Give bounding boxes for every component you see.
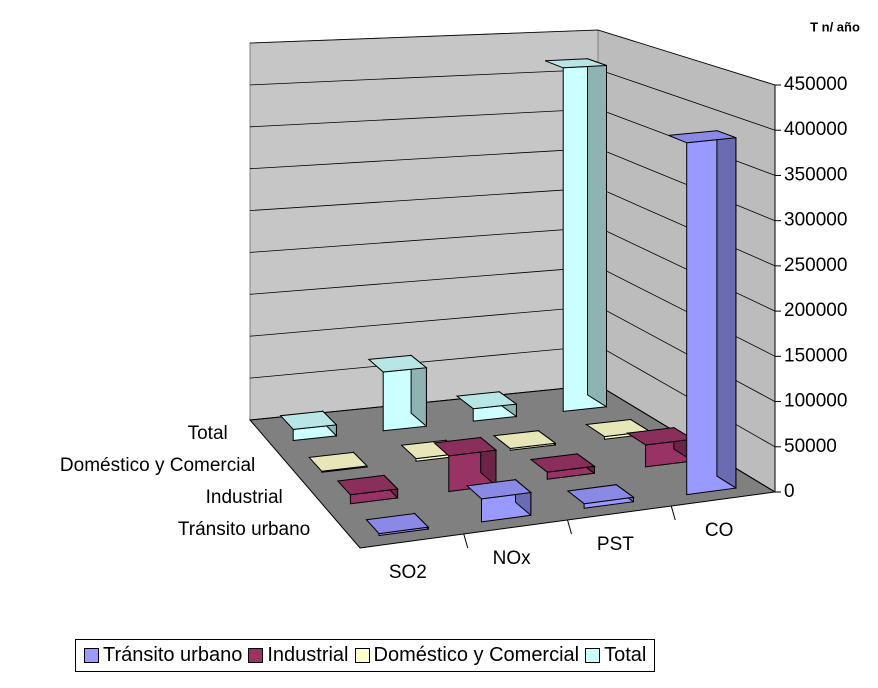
bar-top (367, 354, 428, 373)
legend-swatch (84, 648, 99, 663)
bar-top (308, 451, 369, 472)
floor-tick (463, 533, 469, 549)
bar-top (566, 484, 635, 505)
y-tick-label: 350000 (784, 164, 847, 185)
bar (668, 129, 737, 496)
legend-item: Doméstico y Comercial (354, 644, 580, 667)
legend-item: Tránsito urbano (84, 644, 242, 667)
bar (455, 390, 518, 422)
legend-swatch (354, 648, 370, 663)
bar-top (492, 430, 557, 450)
y-tick-label: 250000 (784, 255, 847, 276)
bar-top (544, 58, 607, 69)
bar-top (625, 427, 695, 446)
x-tick-label: SO2 (389, 562, 427, 583)
legend-label: Industrial (267, 644, 349, 666)
bar-side (716, 129, 737, 490)
y-tick-label: 150000 (784, 345, 847, 366)
bar-side (587, 58, 607, 408)
legend-item: Total (585, 644, 646, 667)
y-tick-label: 50000 (784, 436, 837, 457)
bar (625, 426, 695, 468)
bar-top (529, 453, 596, 473)
bar (367, 354, 428, 432)
bar-top (336, 474, 399, 496)
y-tick-label: 300000 (784, 210, 847, 231)
bar (465, 478, 532, 523)
depth-label: Tránsito urbano (178, 519, 310, 540)
y-tick-label: 450000 (784, 74, 847, 95)
bar (529, 452, 596, 480)
bar (279, 410, 338, 442)
bar (566, 483, 635, 509)
y-tick-label: 400000 (784, 119, 847, 140)
grid-line (249, 29, 776, 86)
y-tick-label: 0 (784, 481, 795, 502)
bar (336, 474, 399, 505)
x-tick-label: PST (597, 534, 634, 555)
y-tick-label: 200000 (784, 300, 847, 321)
y-tick-label: 100000 (784, 391, 847, 412)
bar-top (465, 479, 532, 500)
bar (365, 512, 430, 537)
floor-tick (670, 505, 676, 521)
floor-tick (567, 519, 572, 535)
legend-swatch (248, 648, 264, 663)
bar-top (668, 130, 737, 144)
axis-title: T n/ año (810, 19, 860, 34)
bar-top (365, 512, 430, 535)
depth-label: Industrial (206, 487, 283, 508)
bar-top (455, 391, 518, 410)
bar (308, 451, 369, 473)
legend-item: Industrial (248, 644, 349, 667)
legend-label: Total (604, 644, 647, 666)
legend-label: Tránsito urbano (103, 644, 243, 666)
legend: Tránsito urbano Industrial Doméstico y Com… (75, 639, 656, 672)
depth-label: Doméstico y Comercial (60, 455, 255, 476)
x-tick-label: NOx (493, 548, 532, 569)
legend-label: Doméstico y Comercial (373, 644, 580, 666)
bar (544, 58, 607, 412)
depth-label: Total (188, 423, 228, 444)
bar (492, 429, 557, 451)
legend-swatch (585, 648, 601, 663)
bar-top (433, 436, 498, 457)
x-tick-label: CO (705, 520, 734, 541)
bar-top (279, 410, 338, 430)
